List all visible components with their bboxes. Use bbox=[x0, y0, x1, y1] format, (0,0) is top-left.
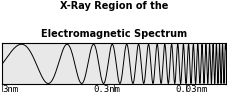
Text: 0.3nm: 0.3nm bbox=[94, 85, 120, 94]
Text: X-Ray Region of the: X-Ray Region of the bbox=[59, 1, 168, 11]
Text: 3nm: 3nm bbox=[2, 85, 18, 94]
Text: Electromagnetic Spectrum: Electromagnetic Spectrum bbox=[41, 29, 186, 39]
Text: 0.03nm: 0.03nm bbox=[174, 85, 206, 94]
